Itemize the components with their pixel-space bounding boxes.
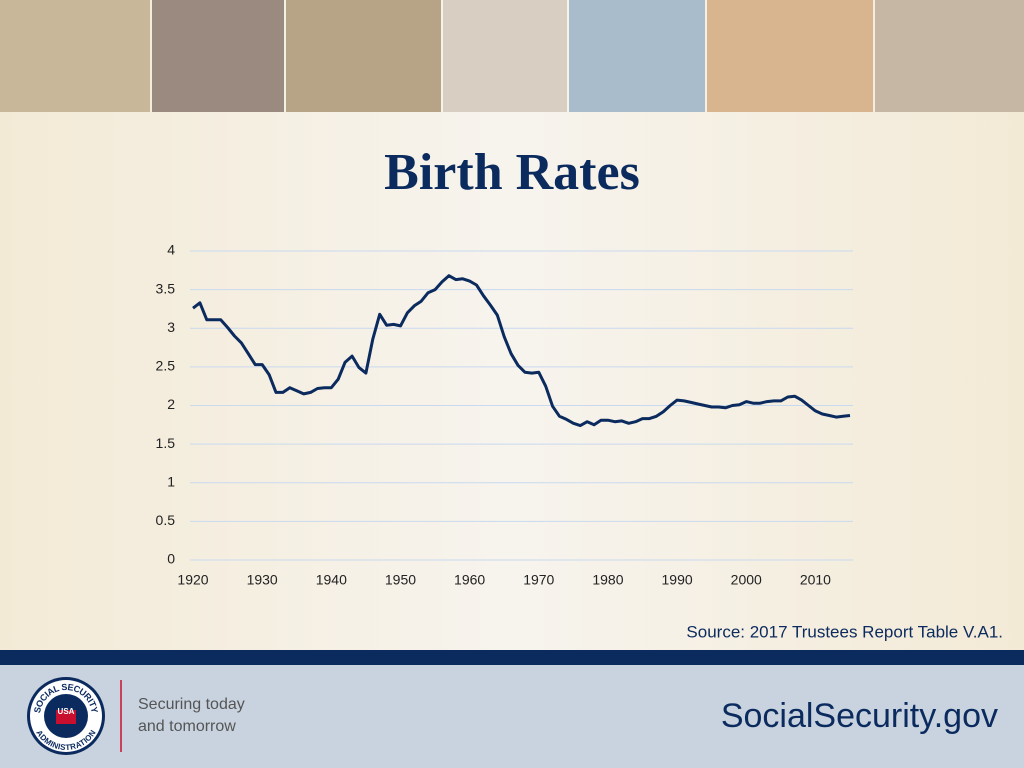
- x-tick-label: 1980: [592, 572, 623, 588]
- x-tick-label: 1970: [523, 572, 554, 588]
- x-tick-label: 1990: [662, 572, 693, 588]
- y-tick-label: 1: [167, 473, 175, 489]
- x-tick-label: 1960: [454, 572, 485, 588]
- logo: SOCIAL SECURITY ADMINISTRATION USA: [27, 677, 105, 755]
- data-line: [192, 274, 851, 428]
- logo-center: USA: [58, 707, 75, 716]
- x-tick-label: 2010: [800, 572, 831, 588]
- x-tick-label: 1930: [247, 572, 278, 588]
- y-tick-label: 3: [167, 319, 175, 335]
- y-tick-label: 2: [167, 396, 175, 412]
- x-tick-label: 2000: [731, 572, 762, 588]
- tagline: and tomorrow: [138, 718, 236, 735]
- y-tick-label: 4: [167, 242, 175, 258]
- y-tick-label: 3.5: [156, 280, 176, 296]
- y-tick-label: 2.5: [156, 358, 176, 374]
- x-tick-label: 1950: [385, 572, 416, 588]
- plot: 0 0.5 1 1.5 2 2.5 3 3.5 4 1920 1930 1940 1950 1960 197…: [156, 242, 853, 588]
- footer: [0, 665, 1024, 768]
- y-tick-label: 0: [167, 551, 175, 567]
- x-tick-label: 1920: [177, 572, 208, 588]
- x-tick-label: 1940: [316, 572, 347, 588]
- tagline: Securing today: [138, 696, 245, 713]
- website: SocialSecurity.gov: [721, 697, 998, 735]
- source-note: Source: 2017 Trustees Report Table V.A1.: [686, 622, 1003, 641]
- photo-strip: [0, 0, 1024, 112]
- footer-bar: [0, 650, 1024, 665]
- y-tick-label: 1.5: [156, 435, 176, 451]
- y-tick-label: 0.5: [156, 512, 176, 528]
- chart-title: Birth Rates: [384, 144, 640, 201]
